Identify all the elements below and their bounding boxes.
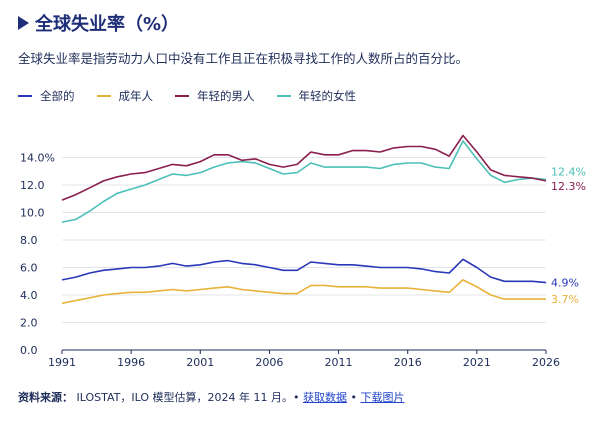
x-tick-label: 2021 xyxy=(463,356,491,369)
y-tick-label: 0.0 xyxy=(20,344,38,357)
end-label-3: 12.4% xyxy=(551,166,586,179)
series-line-3[interactable] xyxy=(61,140,547,223)
legend-label-total: 全部的 xyxy=(40,89,75,103)
end-label-1: 3.7% xyxy=(551,293,579,306)
x-tick-label: 2016 xyxy=(394,356,422,369)
y-tick-label: 8.0 xyxy=(20,234,38,247)
download-image-link[interactable]: 下载图片 xyxy=(360,391,405,404)
chart-title-row: 全球失业率（%） xyxy=(18,10,179,36)
y-tick-label: 4.0 xyxy=(20,289,38,302)
legend-label-adults: 成年人 xyxy=(118,89,154,103)
x-tick-label: 2006 xyxy=(255,356,283,369)
get-data-link[interactable]: 获取数据 xyxy=(302,391,347,404)
chart-title: 全球失业率（%） xyxy=(35,14,180,35)
footer-separator: • xyxy=(350,391,357,404)
end-label-0: 4.9% xyxy=(551,277,579,290)
source-label: 资料来源： xyxy=(18,391,73,404)
y-tick-label: 14.0% xyxy=(20,152,55,165)
y-tick-label: 2.0 xyxy=(20,317,38,330)
legend-swatch-young-women xyxy=(276,95,291,97)
x-tick-label: 2011 xyxy=(325,356,353,369)
gridlines xyxy=(62,157,546,351)
legend-item-young-men[interactable]: 年轻的男人 xyxy=(175,88,255,104)
legend-swatch-adults xyxy=(96,95,111,97)
triangle-icon xyxy=(18,16,29,30)
legend-swatch-total xyxy=(18,95,32,97)
legend-label-young-men: 年轻的男人 xyxy=(197,89,255,103)
legend-item-adults[interactable]: 成年人 xyxy=(96,88,154,104)
y-tick-label: 10.0 xyxy=(20,207,45,220)
legend-item-total[interactable]: 全部的 xyxy=(18,88,75,104)
x-tick-label: 2001 xyxy=(186,356,214,369)
legend-label-young-women: 年轻的女性 xyxy=(298,89,357,103)
axes: 0.0 2.0 4.0 6.0 8.0 10.0 12.0 14.0% 1991 1996 2001… xyxy=(20,152,560,370)
series-lines xyxy=(61,134,547,305)
legend-swatch-young-men xyxy=(175,95,189,97)
y-tick-label: 6.0 xyxy=(20,262,38,275)
x-tick-label: 2026 xyxy=(532,356,560,369)
series-line-1[interactable] xyxy=(61,279,546,305)
x-tick-label: 1991 xyxy=(48,356,76,369)
x-tick-label: 1996 xyxy=(117,356,145,369)
chart-subtitle: 全球失业率是指劳动力人口中没有工作且正在积极寻找工作的人数所占的百分比。 xyxy=(18,51,469,66)
footer: 资料来源： ILOSTAT，ILO 模型估算，2024 年 11 月。• 获取数… xyxy=(18,389,404,405)
legend-item-young-women[interactable]: 年轻的女性 xyxy=(276,88,357,104)
y-tick-label: 12.0 xyxy=(20,179,45,192)
end-label-2: 12.3% xyxy=(551,180,586,193)
end-labels: 4.9% 3.7% 12.3%12.4% xyxy=(551,166,586,307)
series-line-2[interactable] xyxy=(61,134,547,201)
source-text: ILOSTAT，ILO 模型估算，2024 年 11 月。• xyxy=(76,391,300,404)
legend: 全部的 成年人 年轻的男人 年轻的女性 xyxy=(18,88,356,104)
series-line-0[interactable] xyxy=(61,258,547,284)
